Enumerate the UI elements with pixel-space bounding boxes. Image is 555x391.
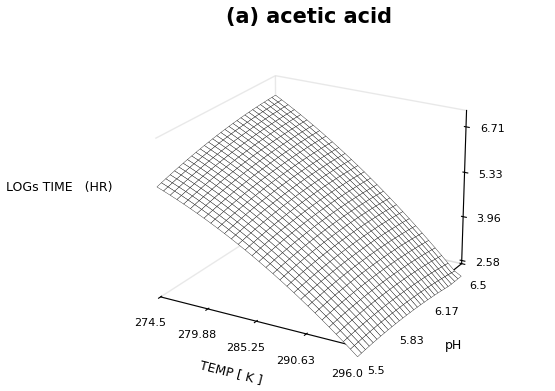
X-axis label: TEMP [ K ]: TEMP [ K ] bbox=[199, 358, 264, 386]
Y-axis label: pH: pH bbox=[445, 339, 462, 352]
Title: (a) acetic acid: (a) acetic acid bbox=[226, 7, 392, 27]
Text: LOGs TIME   (HR): LOGs TIME (HR) bbox=[6, 181, 112, 194]
